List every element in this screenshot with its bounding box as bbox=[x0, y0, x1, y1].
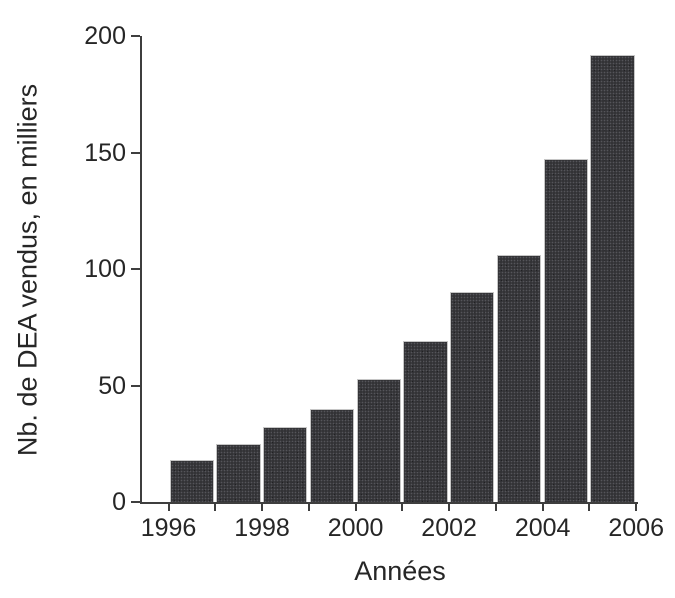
y-tick-0 bbox=[131, 501, 140, 503]
y-tick-label-0: 0 bbox=[112, 488, 126, 516]
bar-2001 bbox=[403, 341, 448, 502]
x-tick-label-2000: 2000 bbox=[327, 514, 384, 542]
x-tick-label-2006: 2006 bbox=[608, 514, 664, 542]
x-tick-2006 bbox=[635, 502, 638, 511]
bar-2003 bbox=[496, 255, 542, 502]
bar-1997 bbox=[216, 443, 261, 502]
y-tick-200 bbox=[131, 35, 140, 37]
bar-1996 bbox=[169, 460, 214, 502]
x-tick-2000 bbox=[354, 502, 357, 511]
x-tick-label-2004: 2004 bbox=[514, 514, 571, 542]
x-tick-1996 bbox=[167, 502, 170, 511]
x-axis-line bbox=[140, 502, 639, 504]
y-axis-line bbox=[140, 36, 142, 504]
x-axis-title: Années bbox=[354, 556, 446, 586]
bar-2002 bbox=[450, 292, 495, 502]
x-tick-1998 bbox=[261, 502, 264, 511]
y-tick-50 bbox=[131, 384, 140, 387]
bar-1999 bbox=[309, 408, 355, 502]
y-tick-100 bbox=[131, 268, 140, 270]
x-tick-2001 bbox=[401, 502, 404, 511]
x-tick-1999 bbox=[307, 502, 310, 511]
x-tick-label-1996: 1996 bbox=[140, 514, 197, 542]
bar-1998 bbox=[263, 427, 308, 502]
bar-2004 bbox=[543, 159, 588, 502]
x-tick-label-2002: 2002 bbox=[421, 514, 477, 542]
x-tick-2002 bbox=[448, 502, 451, 511]
x-tick-1997 bbox=[214, 502, 217, 511]
y-tick-label-200: 200 bbox=[84, 22, 126, 50]
x-tick-2005 bbox=[588, 502, 591, 511]
y-tick-label-100: 100 bbox=[84, 255, 126, 283]
y-tick-label-150: 150 bbox=[84, 138, 126, 167]
x-tick-2004 bbox=[541, 502, 544, 511]
x-tick-2003 bbox=[494, 502, 497, 511]
bar-2005 bbox=[590, 54, 635, 502]
y-tick-label-50: 50 bbox=[98, 371, 126, 400]
bar-2000 bbox=[356, 378, 401, 502]
x-tick-label-1998: 1998 bbox=[234, 514, 290, 542]
y-tick-150 bbox=[131, 151, 140, 154]
